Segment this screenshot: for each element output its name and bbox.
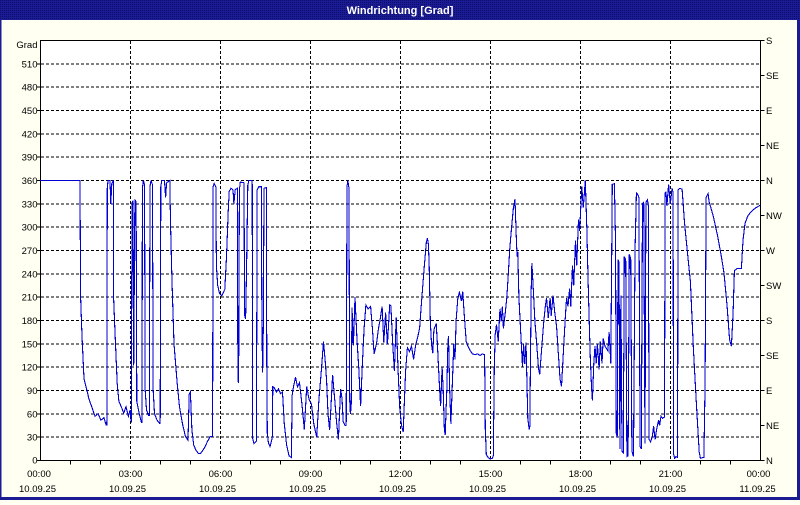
- svg-text:11.09.25: 11.09.25: [739, 484, 775, 495]
- svg-text:180: 180: [22, 316, 38, 327]
- svg-text:150: 150: [22, 339, 38, 350]
- svg-text:21:00: 21:00: [659, 469, 683, 480]
- svg-text:12:00: 12:00: [389, 469, 413, 480]
- svg-text:06:00: 06:00: [209, 469, 233, 480]
- svg-text:0: 0: [32, 455, 37, 466]
- svg-text:210: 210: [22, 292, 38, 303]
- svg-text:10.09.25: 10.09.25: [289, 484, 326, 495]
- svg-text:S: S: [766, 36, 772, 47]
- svg-text:330: 330: [22, 199, 38, 210]
- svg-text:S: S: [766, 316, 772, 327]
- svg-text:10.09.25: 10.09.25: [109, 484, 146, 495]
- svg-text:90: 90: [27, 386, 38, 397]
- svg-text:03:00: 03:00: [119, 469, 143, 480]
- svg-text:10.09.25: 10.09.25: [379, 484, 416, 495]
- svg-text:60: 60: [27, 409, 38, 420]
- svg-text:Grad: Grad: [16, 40, 37, 51]
- svg-text:10.09.25: 10.09.25: [199, 484, 236, 495]
- svg-text:10.09.25: 10.09.25: [469, 484, 506, 495]
- svg-text:360: 360: [22, 176, 38, 187]
- svg-text:300: 300: [22, 222, 38, 233]
- svg-text:E: E: [766, 106, 772, 117]
- svg-text:15:00: 15:00: [479, 469, 503, 480]
- svg-text:SE: SE: [766, 351, 779, 362]
- svg-text:390: 390: [22, 152, 38, 163]
- svg-text:09:00: 09:00: [299, 469, 323, 480]
- svg-text:510: 510: [22, 59, 38, 70]
- svg-text:10.09.25: 10.09.25: [19, 484, 56, 495]
- svg-text:420: 420: [22, 129, 38, 140]
- svg-text:240: 240: [22, 269, 38, 280]
- svg-text:450: 450: [22, 106, 38, 117]
- svg-text:Windrichtung [Grad]: Windrichtung [Grad]: [347, 5, 454, 17]
- svg-text:120: 120: [22, 362, 38, 373]
- svg-text:NE: NE: [766, 421, 779, 432]
- svg-text:00:00: 00:00: [27, 469, 51, 480]
- svg-text:SW: SW: [766, 281, 781, 292]
- svg-text:N: N: [766, 456, 773, 467]
- svg-text:00:00: 00:00: [747, 469, 771, 480]
- svg-text:NW: NW: [766, 211, 782, 222]
- svg-text:270: 270: [22, 246, 38, 257]
- svg-text:N: N: [766, 176, 773, 187]
- svg-text:NE: NE: [766, 141, 779, 152]
- svg-text:W: W: [766, 246, 775, 257]
- svg-text:30: 30: [27, 432, 38, 443]
- svg-text:18:00: 18:00: [569, 469, 593, 480]
- svg-text:E: E: [766, 386, 772, 397]
- svg-text:10.09.25: 10.09.25: [559, 484, 596, 495]
- svg-text:SE: SE: [766, 71, 779, 82]
- svg-text:480: 480: [22, 82, 38, 93]
- svg-text:10.09.25: 10.09.25: [649, 484, 686, 495]
